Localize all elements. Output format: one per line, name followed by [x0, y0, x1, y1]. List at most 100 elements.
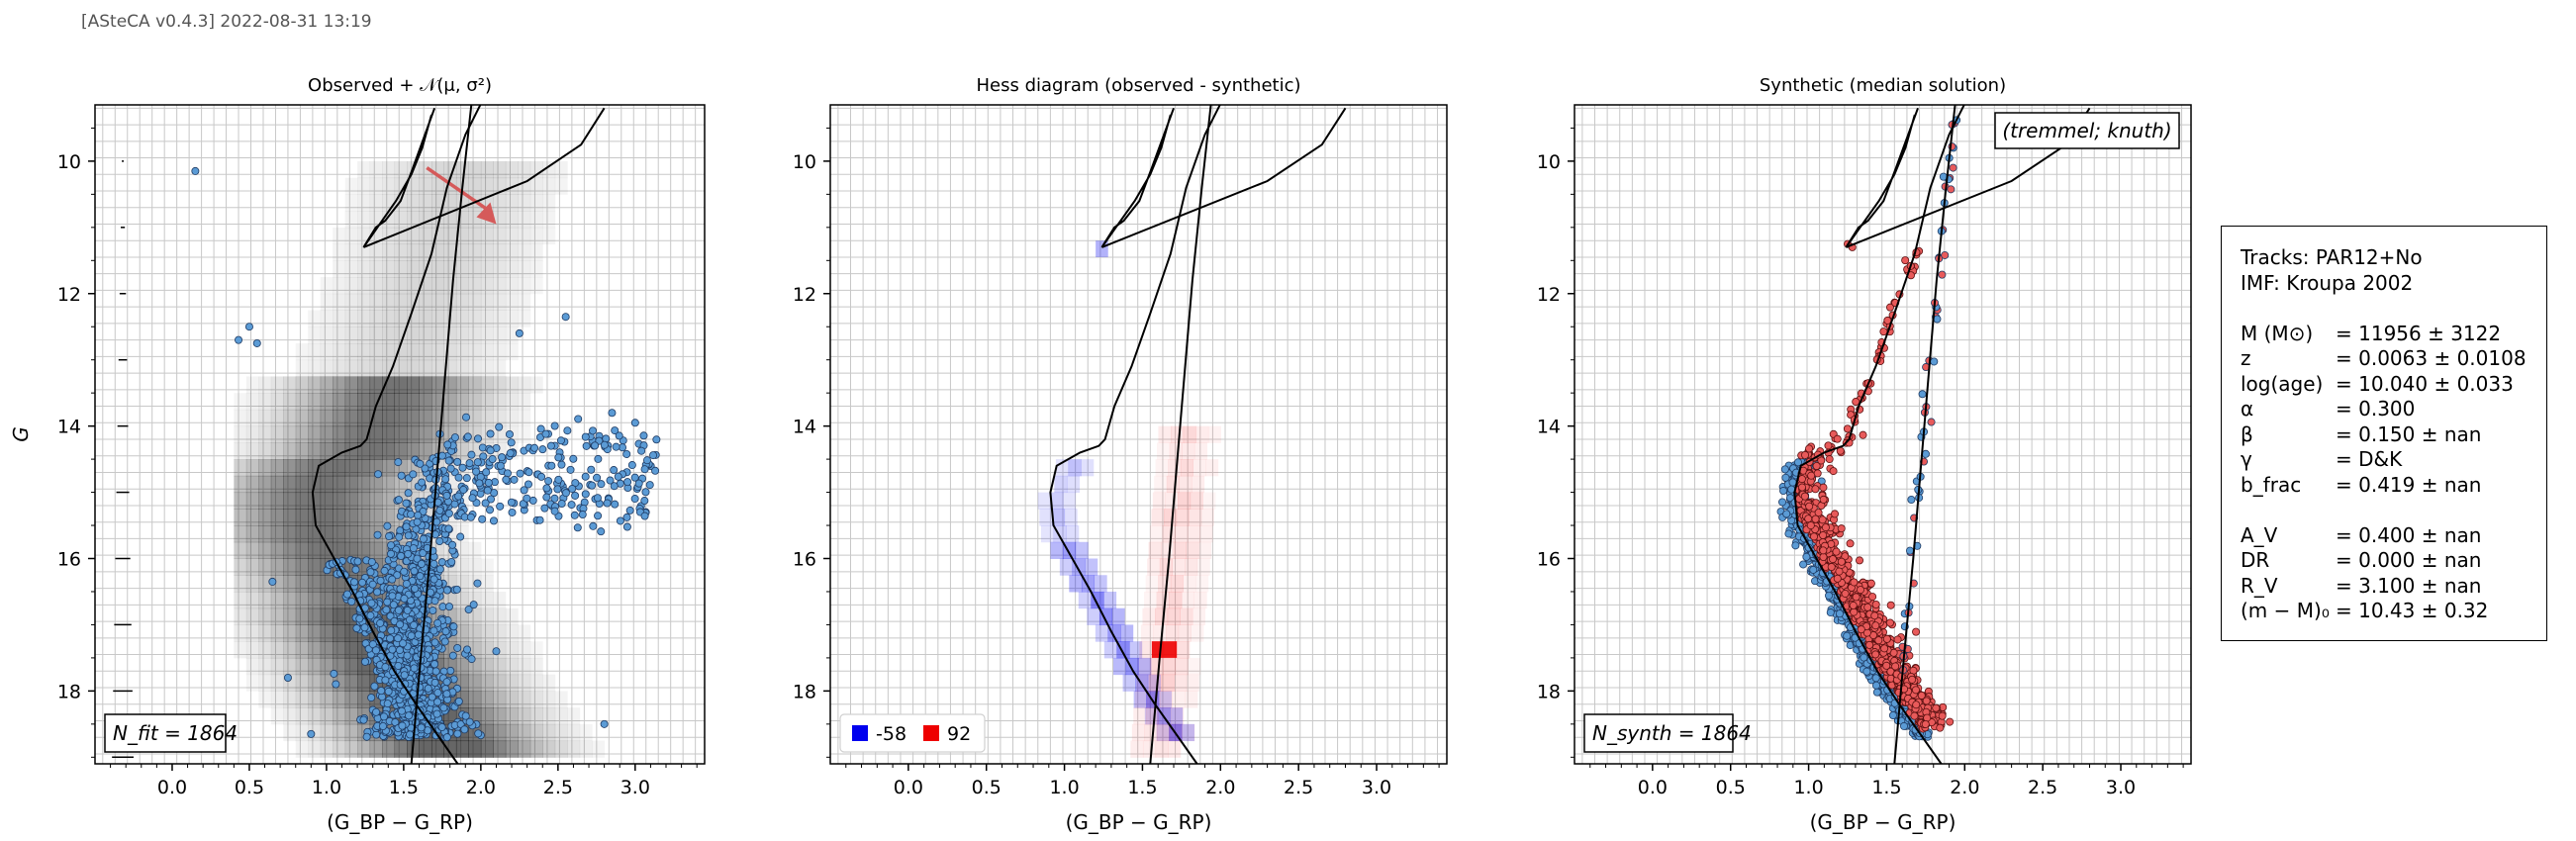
observed-star: [383, 700, 392, 708]
density-cell: [333, 541, 346, 560]
hess-cell-positive: [1144, 723, 1158, 742]
synthetic-star: [1809, 565, 1818, 574]
hess-cell-negative: [1050, 541, 1064, 560]
observed-star: [374, 470, 383, 479]
hess-cell-negative: [1085, 558, 1098, 576]
hess-cell-positive: [1148, 674, 1162, 692]
density-cell: [443, 376, 457, 394]
density-cell: [308, 342, 322, 361]
hess-cell-positive: [1155, 459, 1169, 477]
observed-star: [483, 486, 492, 495]
x-tick-label: 2.0: [1205, 777, 1235, 798]
density-cell: [295, 575, 309, 593]
hess-cell-positive: [1166, 475, 1180, 494]
density-cell: [333, 425, 346, 443]
observed-star: [402, 522, 411, 531]
observed-star: [389, 601, 398, 609]
observed-star: [433, 689, 442, 698]
density-cell: [480, 342, 494, 361]
observed-star: [561, 489, 570, 498]
observed-star: [366, 568, 375, 577]
density-cell: [394, 160, 408, 179]
density-cell: [357, 393, 371, 411]
density-cell: [369, 310, 383, 327]
param-value: = D&K: [2336, 447, 2403, 471]
observed-star: [516, 469, 525, 478]
density-cell: [295, 707, 309, 725]
observed-star: [639, 431, 648, 440]
observed-star: [495, 422, 504, 431]
observed-star: [383, 521, 392, 530]
hess-cell-negative: [1063, 492, 1077, 510]
synthetic-star: [1791, 541, 1800, 550]
hess-cells: [1037, 240, 1222, 758]
density-cell: [308, 376, 322, 394]
hess-cell-positive: [1169, 442, 1183, 460]
y-axis-label: G: [9, 426, 33, 442]
density-cell: [333, 740, 346, 758]
density-cell: [283, 624, 297, 642]
density-cell: [480, 177, 494, 195]
density-cell: [480, 376, 494, 394]
observed-star: [461, 711, 470, 720]
observed-star: [581, 432, 590, 441]
density-cell: [505, 409, 519, 427]
density-cell: [529, 243, 543, 261]
density-cell: [382, 442, 396, 460]
param-row: R_V = 3.100 ± nan: [2241, 574, 2546, 600]
density-cell: [518, 227, 531, 245]
density-cell: [407, 260, 420, 278]
hess-cell-positive: [1195, 425, 1209, 443]
observed-star: [640, 497, 649, 506]
synthetic-star: [1905, 546, 1914, 555]
hess-cell-negative: [1087, 607, 1100, 625]
synthetic-star: [1819, 531, 1828, 540]
density-cell: [382, 409, 396, 427]
density-cell: [493, 277, 507, 295]
synthetic-star: [1778, 498, 1787, 507]
synthetic-star: [1826, 608, 1835, 617]
observed-star: [449, 622, 458, 631]
synthetic-star: [1843, 424, 1852, 433]
density-cell: [419, 177, 432, 195]
density-cell: [542, 691, 556, 708]
density-cell: [369, 211, 383, 229]
observed-star: [444, 509, 453, 517]
density-cell: [382, 160, 396, 179]
observed-star: [416, 459, 425, 468]
density-cell: [394, 342, 408, 361]
observed-star: [546, 441, 555, 450]
hess-cell-negative: [1039, 509, 1053, 526]
hess-cell-positive: [1142, 740, 1157, 758]
synthetic-star: [1831, 510, 1840, 518]
density-cell: [270, 691, 284, 708]
synthetic-star: [1780, 465, 1789, 474]
density-cell: [344, 442, 358, 460]
density-cell: [382, 475, 396, 494]
synthetic-star: [1835, 609, 1844, 618]
density-cell: [382, 227, 396, 245]
hess-cell-negative: [1129, 641, 1143, 659]
synthetic-star: [1923, 713, 1932, 722]
observed-star: [347, 598, 356, 607]
density-cell: [468, 393, 482, 411]
observed-star: [569, 454, 578, 463]
density-cell: [554, 723, 568, 742]
synthetic-star: [1819, 552, 1828, 561]
isochrone-line: [311, 105, 482, 764]
density-cell: [344, 475, 358, 494]
density-cell: [270, 624, 284, 642]
density-cell: [320, 442, 334, 460]
synthetic-star: [1850, 607, 1859, 616]
synthetic-star: [1832, 547, 1841, 556]
synthetic-star: [1824, 441, 1833, 450]
hess-cell-positive: [1162, 657, 1177, 676]
density-cell: [344, 277, 358, 295]
observed-star: [637, 446, 646, 455]
density-cell: [468, 160, 482, 179]
observed-star: [419, 548, 428, 557]
observed-star: [634, 479, 643, 488]
synthetic-star: [1866, 579, 1875, 588]
density-cell: [245, 525, 259, 543]
density-cell: [493, 260, 507, 278]
